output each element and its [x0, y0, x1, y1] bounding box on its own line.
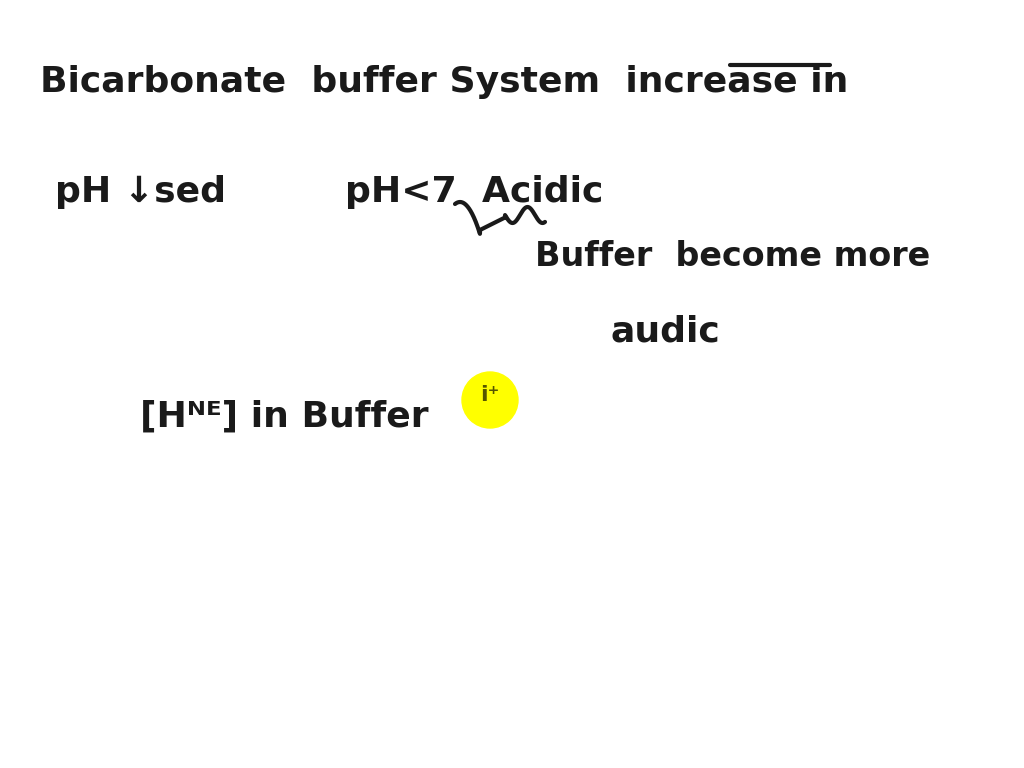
- Text: pH ↓sed: pH ↓sed: [55, 175, 226, 209]
- Text: audic: audic: [610, 315, 720, 349]
- Text: Buffer  become more: Buffer become more: [535, 240, 930, 273]
- Text: i⁺: i⁺: [480, 385, 500, 405]
- Text: Bicarbonate  buffer System  increase in: Bicarbonate buffer System increase in: [40, 65, 848, 99]
- Text: pH<7  Acidic: pH<7 Acidic: [345, 175, 603, 209]
- Text: [Hᴺᴱ] in Buffer: [Hᴺᴱ] in Buffer: [140, 400, 429, 434]
- Ellipse shape: [462, 372, 518, 428]
